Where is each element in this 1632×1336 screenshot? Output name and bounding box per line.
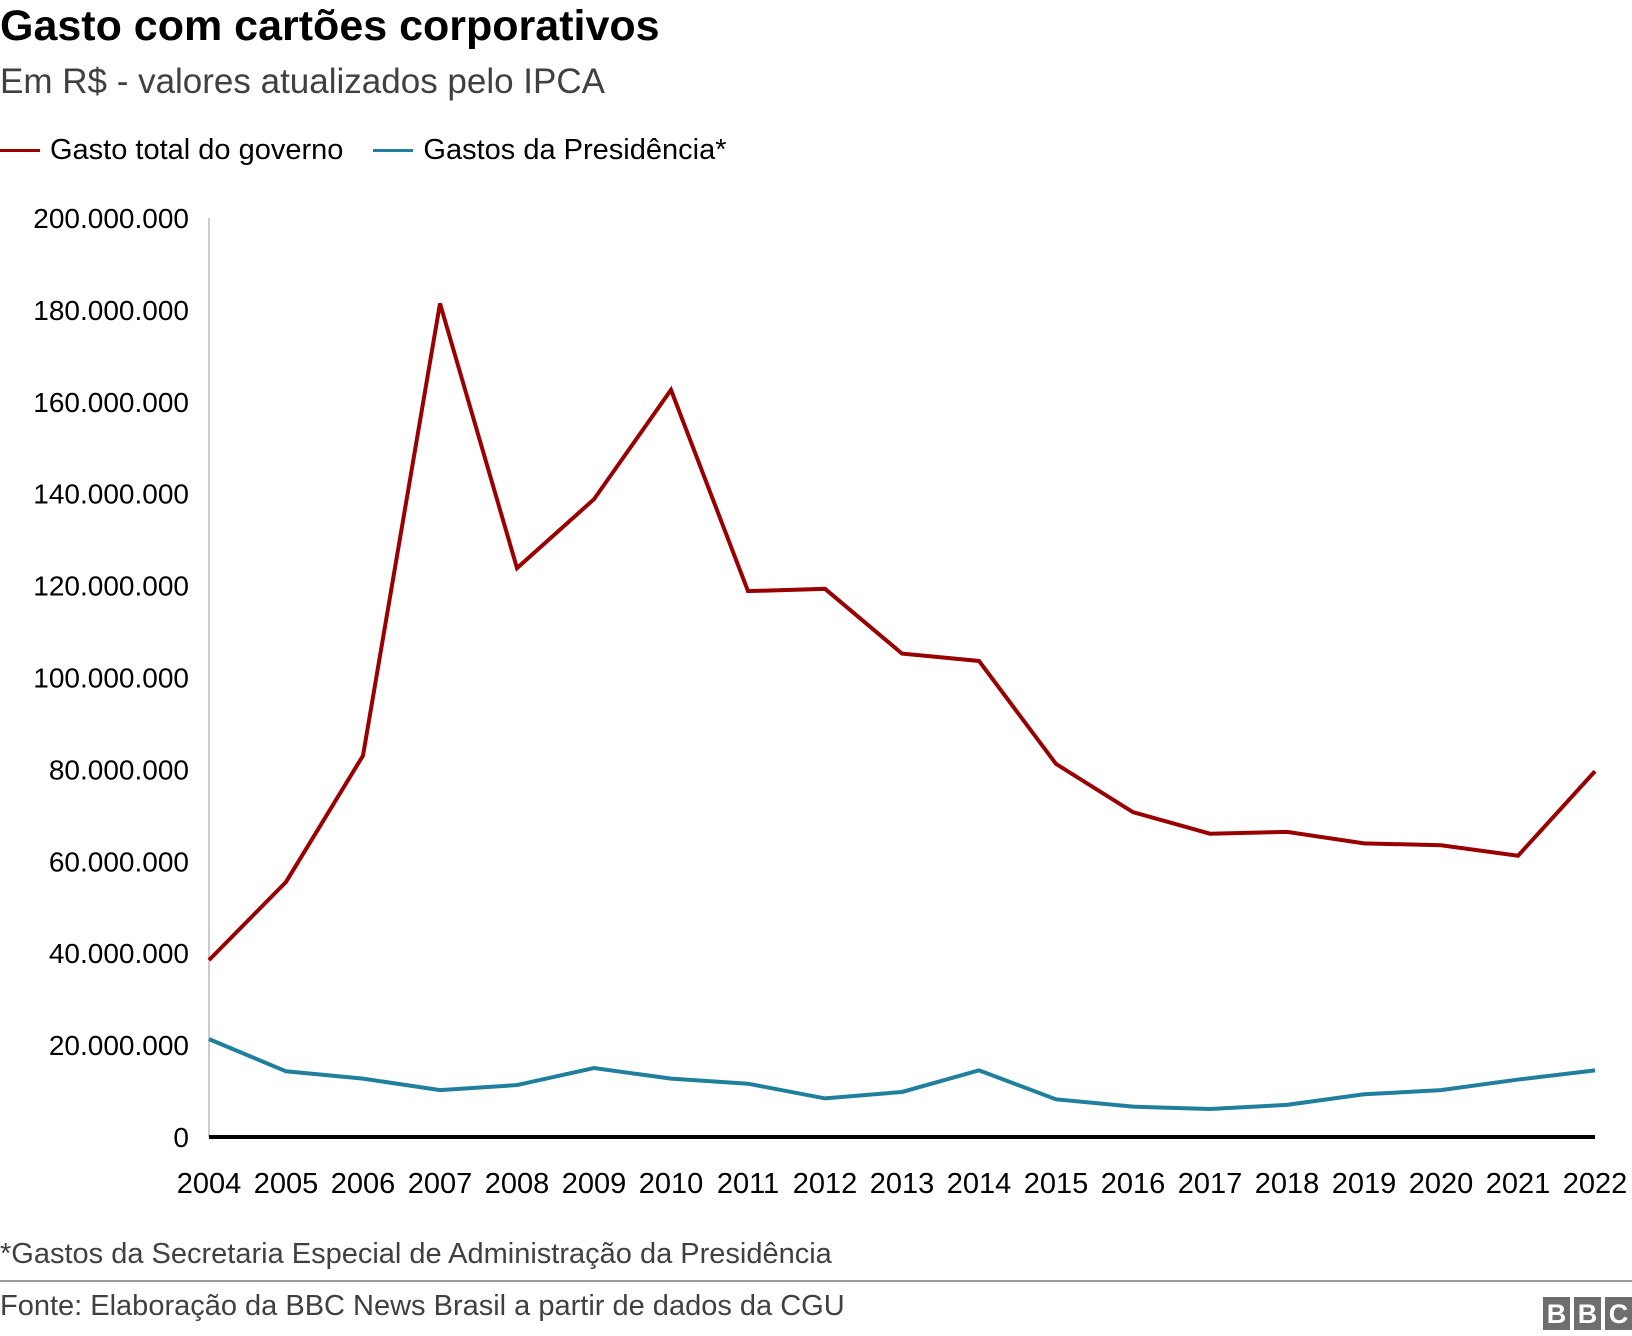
x-tick-label: 2011 <box>717 1168 779 1200</box>
y-tick-label: 40.000.000 <box>49 938 189 969</box>
legend-item-presidencia: Gastos da Presidência* <box>373 134 726 167</box>
legend-swatch-total <box>0 149 40 152</box>
x-tick-label: 2015 <box>1024 1168 1089 1200</box>
x-tick-label: 2006 <box>331 1168 396 1200</box>
x-tick-label: 2018 <box>1255 1168 1320 1200</box>
x-tick-label: 2013 <box>870 1168 935 1200</box>
line-chart: 0 20.000.000 40.000.000 60.000.000 80.000.00… <box>33 203 1628 1200</box>
x-tick-label: 2014 <box>947 1168 1012 1200</box>
y-tick-label: 60.000.000 <box>49 846 189 877</box>
chart-subtitle: Em R$ - valores atualizados pelo IPCA <box>0 62 605 101</box>
series-line-presidencia <box>208 1037 1596 1111</box>
legend-swatch-presidencia <box>373 149 414 152</box>
x-tick-label: 2020 <box>1409 1168 1474 1200</box>
x-tick-label: 2016 <box>1101 1168 1166 1200</box>
y-tick-label: 140.000.000 <box>33 479 189 510</box>
source-note: Fonte: Elaboração da BBC News Brasil a p… <box>0 1290 845 1322</box>
x-tick-label: 2007 <box>408 1168 473 1200</box>
x-tick-label: 2004 <box>177 1168 242 1200</box>
y-tick-label: 20.000.000 <box>49 1030 189 1061</box>
legend-item-total: Gasto total do governo <box>0 134 343 167</box>
x-tick-label: 2019 <box>1332 1168 1397 1200</box>
y-tick-label: 120.000.000 <box>33 571 189 602</box>
legend: Gasto total do governo Gastos da Presidê… <box>0 134 756 167</box>
x-tick-label: 2005 <box>254 1168 319 1200</box>
x-tick-label: 2012 <box>793 1168 858 1200</box>
y-tick-label: 180.000.000 <box>33 295 189 326</box>
y-tick-label: 0 <box>173 1122 189 1153</box>
divider <box>0 1280 1632 1282</box>
chart-title: Gasto com cartões corporativos <box>0 2 660 50</box>
series-line-gasto-total <box>207 302 1597 962</box>
x-tick-label: 2008 <box>485 1168 550 1200</box>
x-tick-label: 2017 <box>1178 1168 1243 1200</box>
x-tick-label: 2021 <box>1486 1168 1551 1200</box>
y-tick-label: 80.000.000 <box>49 754 189 785</box>
y-tick-label: 100.000.000 <box>33 663 189 694</box>
x-tick-label: 2022 <box>1563 1168 1628 1200</box>
legend-label-presidencia: Gastos da Presidência* <box>423 134 727 166</box>
y-tick-label: 160.000.000 <box>33 387 189 418</box>
footnote: *Gastos da Secretaria Especial de Admini… <box>0 1238 832 1270</box>
x-tick-label: 2010 <box>639 1168 704 1200</box>
y-tick-label: 200.000.000 <box>33 203 189 234</box>
legend-label-total: Gasto total do governo <box>50 134 344 166</box>
x-tick-label: 2009 <box>562 1168 627 1200</box>
